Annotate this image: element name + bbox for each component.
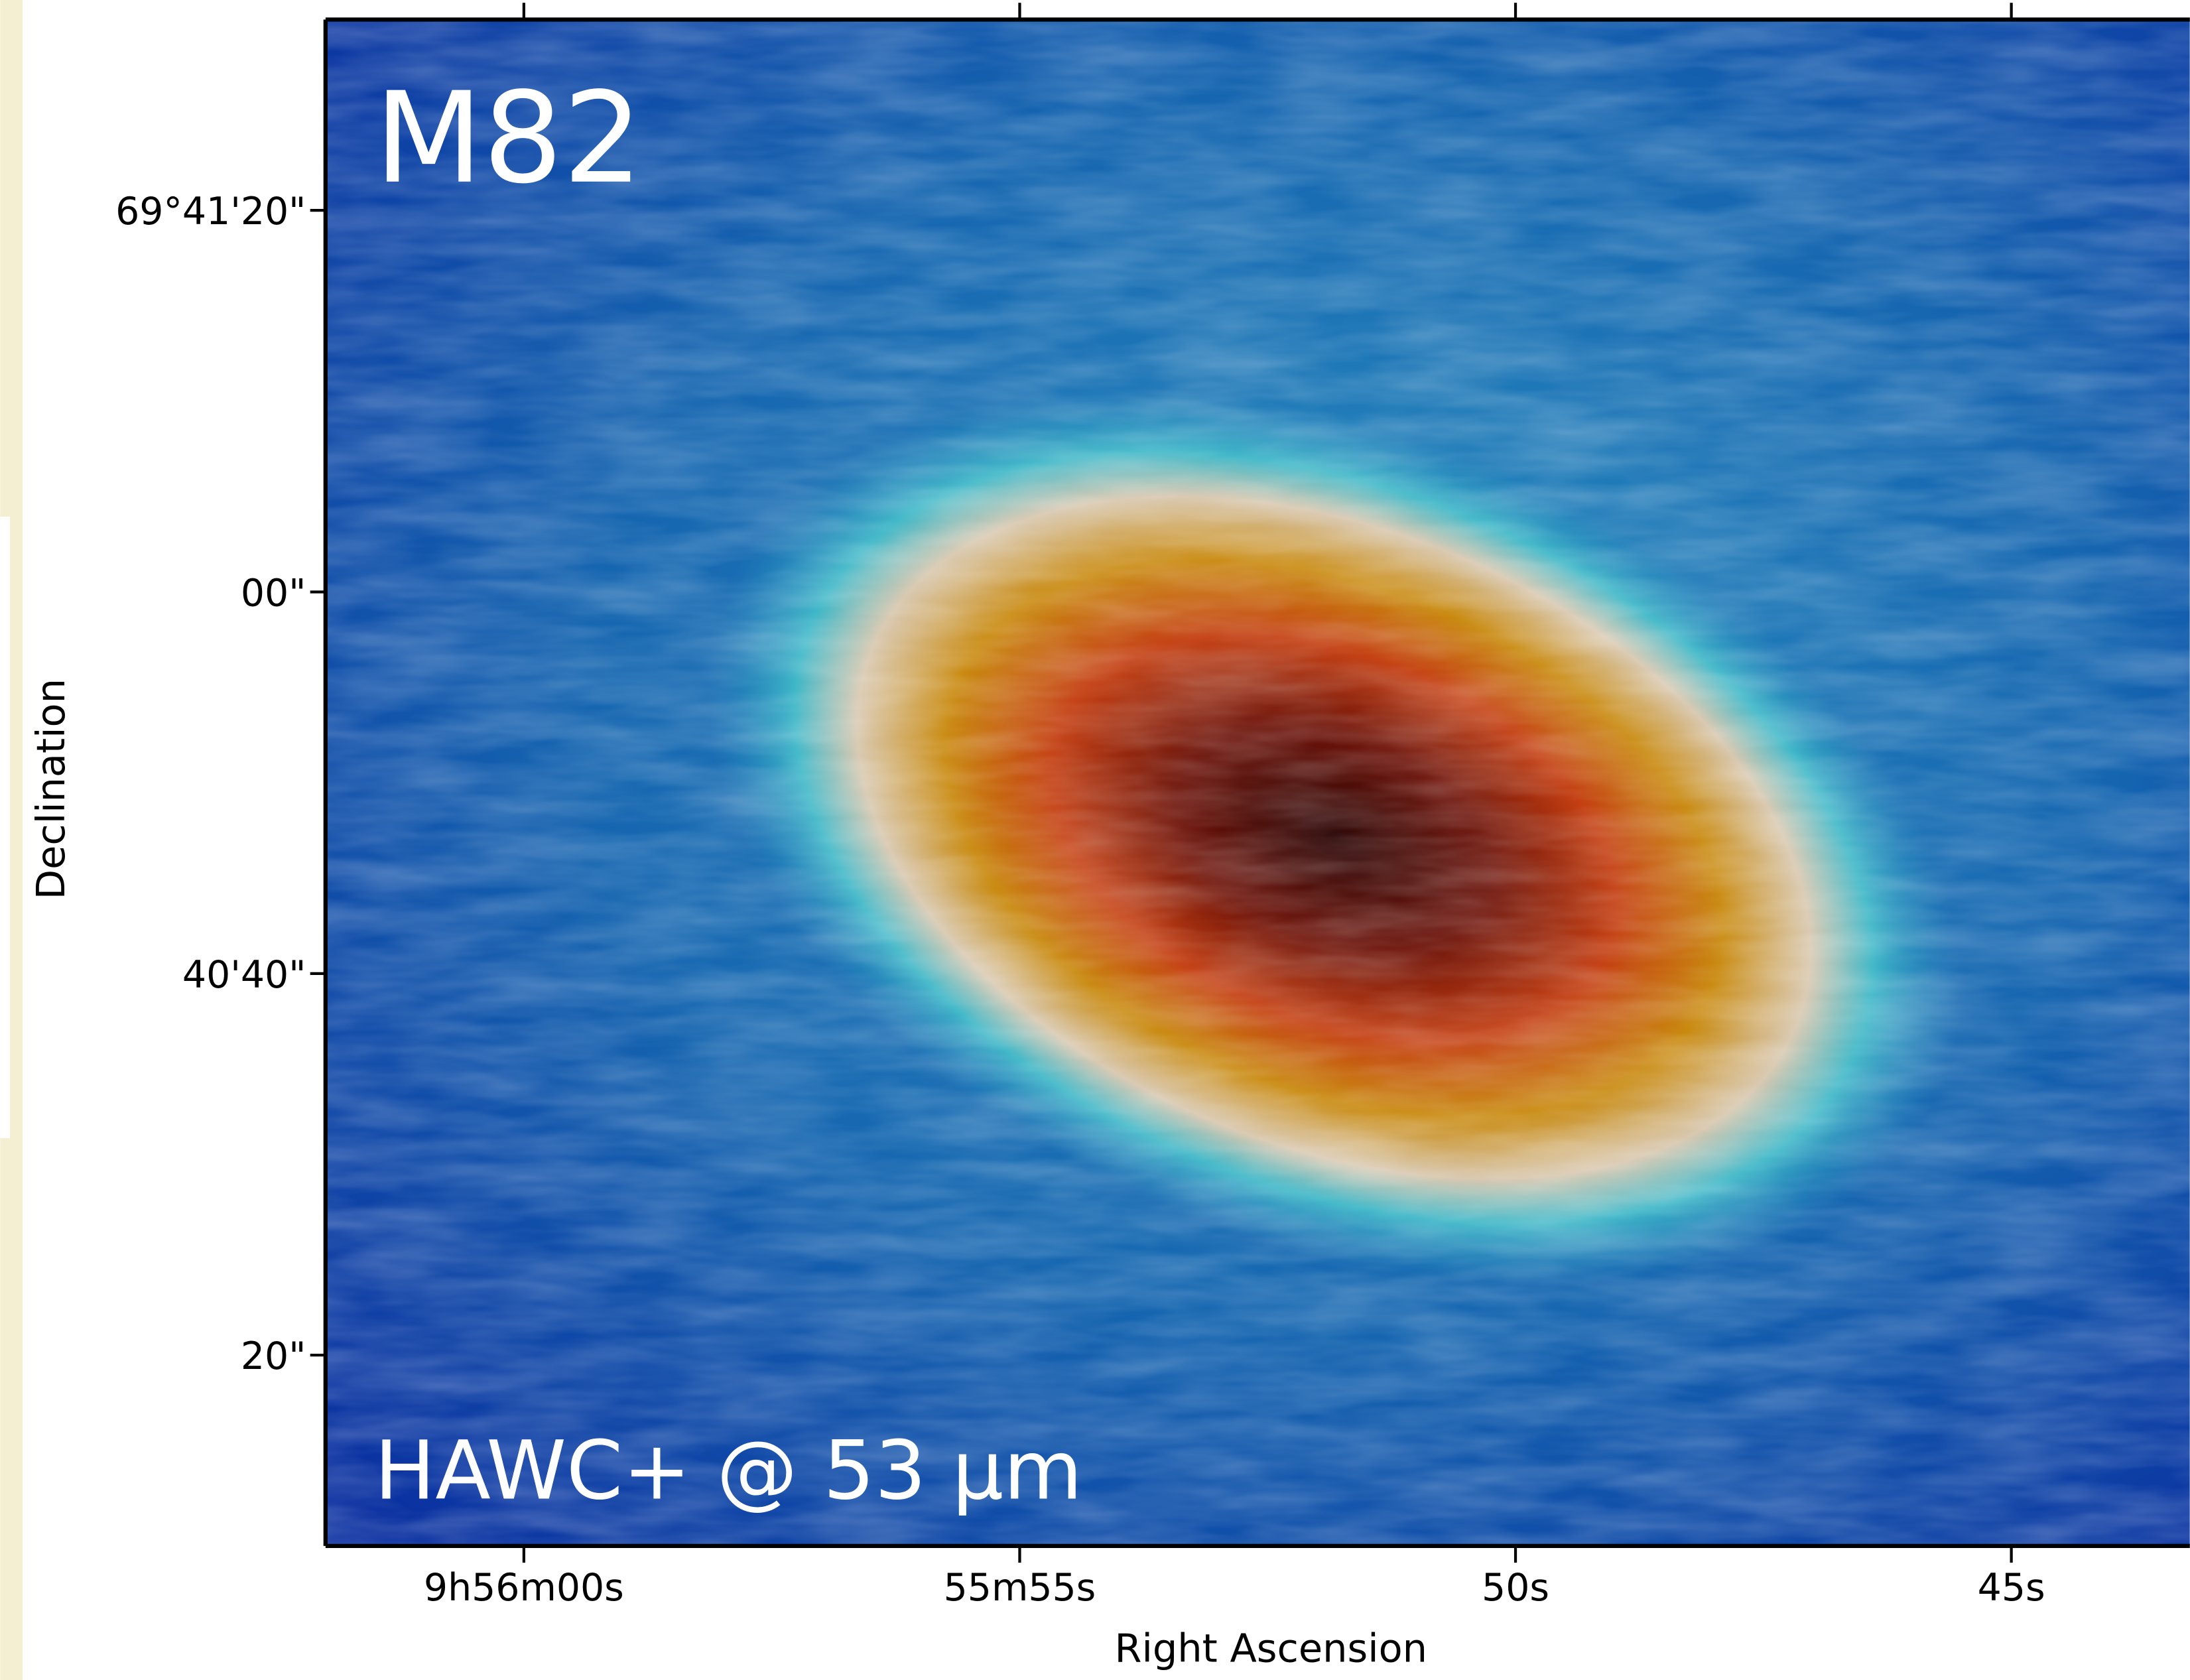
y-tick-label: 20" — [241, 1334, 306, 1378]
image — [325, 19, 2190, 1546]
title: M82 — [375, 65, 643, 212]
x-tick-label: 55m55s — [944, 1566, 1096, 1610]
x-tick-label: 9h56m00s — [424, 1566, 624, 1610]
y-tick-label: 40'40" — [182, 953, 306, 997]
field-texture — [325, 19, 2190, 1546]
annotation: HAWC+ @ 53 μm — [375, 1423, 1083, 1518]
x-tick-label: 45s — [1978, 1566, 2045, 1610]
y-tick-label: 69°41'20" — [115, 190, 306, 233]
y-tick-label: 00" — [241, 572, 306, 615]
x-tick-label: 50s — [1482, 1566, 1549, 1610]
y-axis-label: Declination — [28, 678, 74, 899]
x-axis-label: Right Ascension — [1115, 1626, 1427, 1671]
side-inset — [0, 517, 10, 1139]
